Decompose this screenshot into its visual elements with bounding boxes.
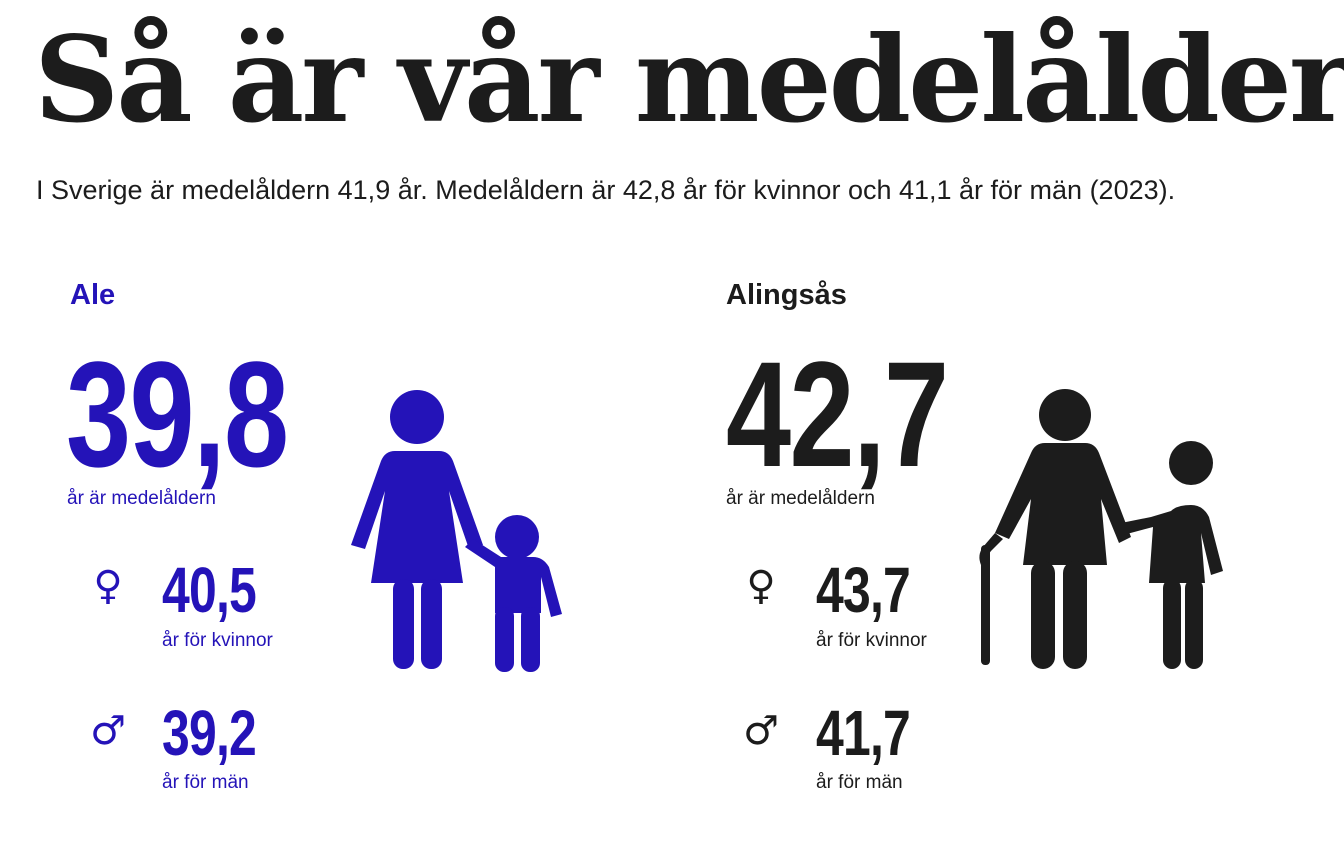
region-alingsas: Alingsås 42,7 år är medelåldern ♀ 43,7 å…: [655, 275, 1295, 835]
intro-text: I Sverige är medelåldern 41,9 år. Medelå…: [36, 175, 1176, 205]
women-age-value: 43,7: [816, 554, 911, 626]
average-age-value: 39,8: [66, 330, 289, 498]
region-ale: Ale 39,8 år är medelåldern ♀ 40,5 år för…: [0, 275, 640, 835]
women-age-label: år för kvinnor: [816, 630, 927, 651]
average-age-label: år är medelåldern: [726, 488, 875, 509]
mother-and-child-icon: [351, 390, 562, 672]
elderly-with-child-icon: [979, 389, 1223, 669]
female-symbol-icon: ♀: [93, 563, 123, 609]
women-age-label: år för kvinnor: [162, 630, 273, 651]
men-age-value: 41,7: [816, 697, 911, 769]
men-age-value: 39,2: [162, 697, 257, 769]
region-name: Ale: [70, 279, 116, 311]
page-title: Så är vår medelålder: [34, 10, 1344, 149]
men-age-label: år för män: [162, 772, 249, 793]
male-symbol-icon: ♂: [743, 708, 779, 754]
women-age-value: 40,5: [162, 554, 257, 626]
region-name: Alingsås: [726, 279, 847, 311]
men-age-label: år för män: [816, 772, 903, 793]
average-age-label: år är medelåldern: [67, 488, 216, 509]
female-symbol-icon: ♀: [746, 563, 776, 609]
average-age-value: 42,7: [726, 330, 949, 498]
male-symbol-icon: ♂: [90, 708, 126, 754]
